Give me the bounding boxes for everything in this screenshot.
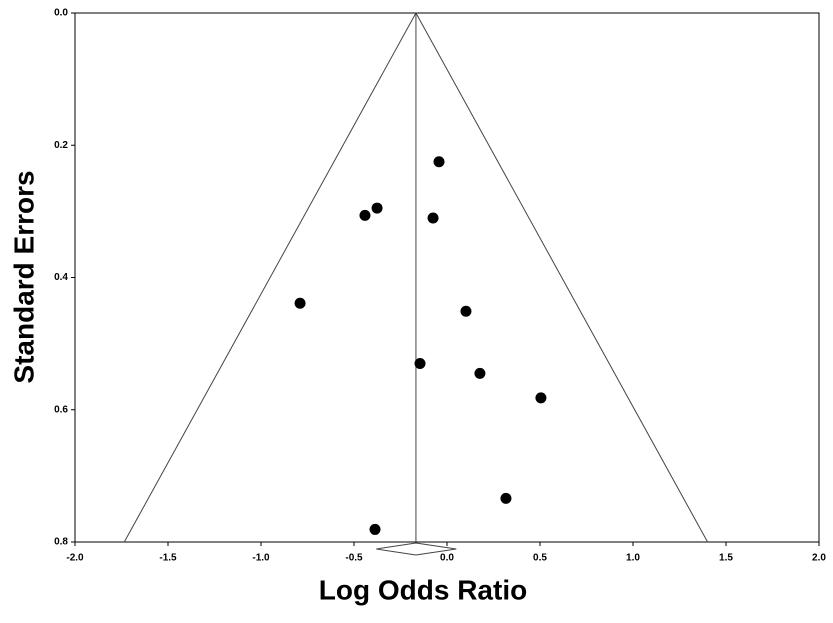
x-tick-label: 0.0 — [440, 553, 454, 564]
study-point — [369, 523, 381, 535]
y-tick-label: 0.0 — [54, 8, 68, 19]
study-point — [474, 367, 486, 379]
study-point — [371, 202, 383, 214]
x-tick-label: -2.0 — [66, 553, 84, 564]
study-point — [433, 156, 445, 168]
x-tick-label: 0.5 — [533, 553, 547, 564]
y-tick-label: 0.8 — [54, 537, 68, 548]
y-axis-title: Standard Errors — [8, 170, 39, 383]
study-point — [359, 209, 371, 221]
x-axis-title: Log Odds Ratio — [319, 574, 527, 605]
funnel-line — [123, 12, 417, 543]
study-point — [427, 212, 439, 224]
study-point — [500, 492, 512, 504]
x-tick-label: 1.0 — [626, 553, 640, 564]
study-point — [460, 305, 472, 317]
y-tick-label: 0.2 — [54, 140, 68, 151]
plot-frame — [74, 12, 820, 543]
y-tick-label: 0.4 — [54, 272, 68, 283]
funnel-line — [415, 12, 709, 543]
y-tick-label: 0.6 — [54, 404, 68, 415]
x-tick-label: 1.5 — [719, 553, 733, 564]
x-tick-label: -1.5 — [159, 553, 177, 564]
x-tick-label: -0.5 — [345, 553, 363, 564]
x-tick-label: 2.0 — [812, 553, 826, 564]
study-point — [294, 297, 306, 309]
x-tick-label: -1.0 — [252, 553, 270, 564]
summary-diamond — [376, 542, 457, 556]
study-point — [414, 357, 426, 369]
study-point — [535, 392, 547, 404]
